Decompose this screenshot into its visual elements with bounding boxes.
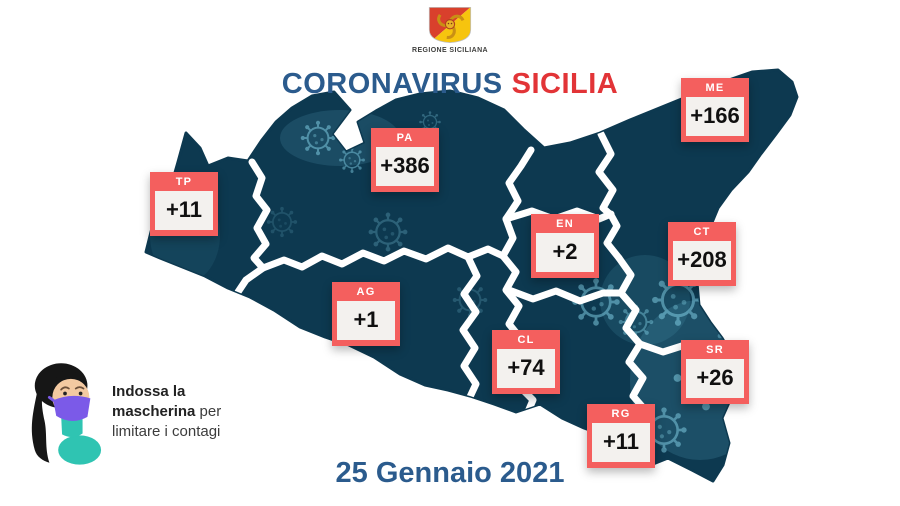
province-code-label: RG	[611, 408, 631, 420]
province-code-label: AG	[356, 286, 376, 298]
province-new-cases-value: +26	[686, 359, 744, 398]
province-code-label: CT	[693, 226, 711, 238]
title-sicilia: SICILIA	[511, 68, 619, 100]
province-code-label: SR	[706, 344, 724, 356]
sicily-island-shape	[144, 68, 799, 483]
province-code-label: PA	[396, 132, 414, 144]
province-card-en: EN +2	[531, 214, 599, 278]
province-new-cases-value: +11	[155, 191, 213, 230]
masked-person-icon	[31, 363, 102, 465]
province-new-cases-value: +208	[673, 241, 731, 280]
province-new-cases-value: +74	[497, 349, 555, 388]
mask-advice: Indossa la mascherina per limitare i con…	[26, 358, 252, 466]
province-new-cases-value: +1	[337, 301, 395, 340]
province-card-ag: AG +1	[332, 282, 400, 346]
page-title: CORONAVIRUS SICILIA	[0, 68, 900, 101]
regione-siciliana-logo: REGIONE SICILIANA	[412, 5, 488, 54]
province-card-rg: RG +11	[587, 404, 655, 468]
advice-regular: per limitare i contagi	[112, 402, 222, 440]
date-label: 25 Gennaio 2021	[335, 457, 565, 489]
province-card-ct: CT +208	[668, 222, 736, 286]
advice-text: Indossa la mascherina per limitare i con…	[112, 382, 252, 442]
province-card-tp: TP +11	[150, 172, 218, 236]
province-new-cases-value: +11	[592, 423, 650, 462]
province-new-cases-value: +386	[376, 147, 434, 186]
province-card-cl: CL +74	[492, 330, 560, 394]
province-code-label: EN	[556, 218, 574, 230]
advice-bold: Indossa la mascherina	[112, 383, 196, 420]
province-card-me: ME +166	[681, 78, 749, 142]
province-new-cases-value: +166	[686, 97, 744, 136]
province-code-label: ME	[705, 82, 725, 94]
province-new-cases-value: +2	[536, 233, 594, 272]
province-code-label: CL	[517, 334, 535, 346]
logo-caption: REGIONE SICILIANA	[411, 47, 489, 54]
province-card-sr: SR +26	[681, 340, 749, 404]
province-card-pa: PA +386	[371, 128, 439, 192]
trinacria-shield-icon	[428, 6, 472, 44]
province-code-label: TP	[175, 176, 193, 188]
title-coronavirus: CORONAVIRUS	[281, 68, 503, 100]
